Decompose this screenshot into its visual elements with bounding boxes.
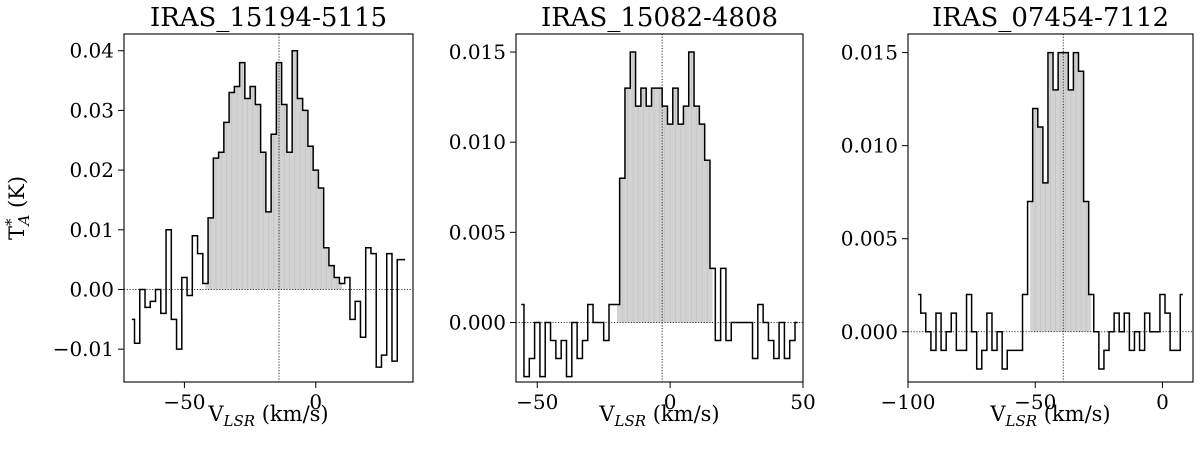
fill-hatch xyxy=(1034,52,1087,332)
x-label-unit: (km/s) xyxy=(646,402,720,426)
chart-panel-1: −50 0 −0.01 0.00 0.01 0.02 0.03 0.04 IRAS_15194-… xyxy=(2,3,414,430)
x-tick-label: −50 xyxy=(516,390,558,414)
y-tick-label: 0.015 xyxy=(449,40,506,64)
y-label-superscript: * xyxy=(2,218,20,226)
fill-hatch xyxy=(621,52,708,323)
y-label-subscript: A xyxy=(15,215,33,228)
chart-title: IRAS_15194-5115 xyxy=(150,3,387,33)
x-axis-label: VLSR (km/s) xyxy=(989,402,1110,430)
spectrum-line xyxy=(131,49,406,368)
y-tick-label: 0.00 xyxy=(69,277,114,301)
x-tick-label: −100 xyxy=(881,390,936,414)
y-label-unit: (K) xyxy=(5,176,29,215)
x-label-subscript: LSR xyxy=(223,412,256,430)
x-tick-label: 0 xyxy=(309,390,322,414)
x-axis-label: VLSR (km/s) xyxy=(598,402,719,430)
axes-frame xyxy=(515,33,804,383)
x-tick-label: 0 xyxy=(664,390,677,414)
y-tick-label: −0.01 xyxy=(53,337,114,361)
x-tick-label: 0 xyxy=(1156,390,1169,414)
spectrum-line xyxy=(521,51,798,378)
y-tick-label: 0.005 xyxy=(449,220,506,244)
chart-panel-3: −100 −50 0 0.000 0.005 0.010 0.015 IRAS_07454-7… xyxy=(841,3,1194,430)
x-label-subscript: LSR xyxy=(614,412,647,430)
y-tick-label: 0.000 xyxy=(841,320,898,344)
x-tick-label: −50 xyxy=(1014,390,1056,414)
y-tick-label: 0.010 xyxy=(841,134,898,158)
x-label-subscript: LSR xyxy=(1005,412,1038,430)
x-tick-label: 50 xyxy=(790,390,815,414)
y-tick-label: 0.02 xyxy=(69,158,114,182)
x-label-unit: (km/s) xyxy=(255,402,329,426)
fill-hatch xyxy=(210,50,338,290)
y-tick-label: 0.01 xyxy=(69,218,114,242)
chart-title: IRAS_07454-7112 xyxy=(932,3,1169,33)
y-tick-label: 0.005 xyxy=(841,227,898,251)
x-tick-label: −50 xyxy=(163,390,205,414)
axes-frame xyxy=(123,33,414,383)
y-axis-label: T*A (K) xyxy=(2,176,33,240)
chart-title: IRAS_15082-4808 xyxy=(541,3,778,33)
chart-panel-2: −50 0 50 0.000 0.005 0.010 0.015 IRAS_15082-480… xyxy=(449,3,816,430)
axes-frame xyxy=(907,33,1194,383)
x-axis-label: VLSR (km/s) xyxy=(207,402,328,430)
x-label-main: V xyxy=(598,402,615,426)
spectrum-line xyxy=(918,51,1183,370)
y-tick-label: 0.03 xyxy=(69,98,114,122)
y-tick-label: 0.04 xyxy=(69,39,114,63)
x-label-main: V xyxy=(989,402,1006,426)
y-tick-label: 0.000 xyxy=(449,310,506,334)
x-label-unit: (km/s) xyxy=(1037,402,1111,426)
y-tick-label: 0.010 xyxy=(449,130,506,154)
y-label-main: T xyxy=(5,226,29,240)
y-tick-label: 0.015 xyxy=(841,41,898,65)
x-label-main: V xyxy=(207,402,224,426)
